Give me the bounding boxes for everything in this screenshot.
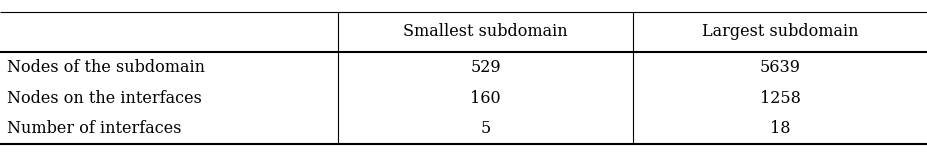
Text: Nodes of the subdomain: Nodes of the subdomain	[7, 59, 206, 76]
Text: Smallest subdomain: Smallest subdomain	[403, 24, 568, 40]
Text: 160: 160	[470, 90, 502, 107]
Text: 18: 18	[769, 121, 791, 137]
Text: Nodes on the interfaces: Nodes on the interfaces	[7, 90, 202, 107]
Text: 5639: 5639	[759, 59, 801, 76]
Text: Largest subdomain: Largest subdomain	[702, 24, 858, 40]
Text: 529: 529	[470, 59, 502, 76]
Text: Number of interfaces: Number of interfaces	[7, 121, 182, 137]
Text: 1258: 1258	[759, 90, 801, 107]
Text: 5: 5	[480, 121, 491, 137]
